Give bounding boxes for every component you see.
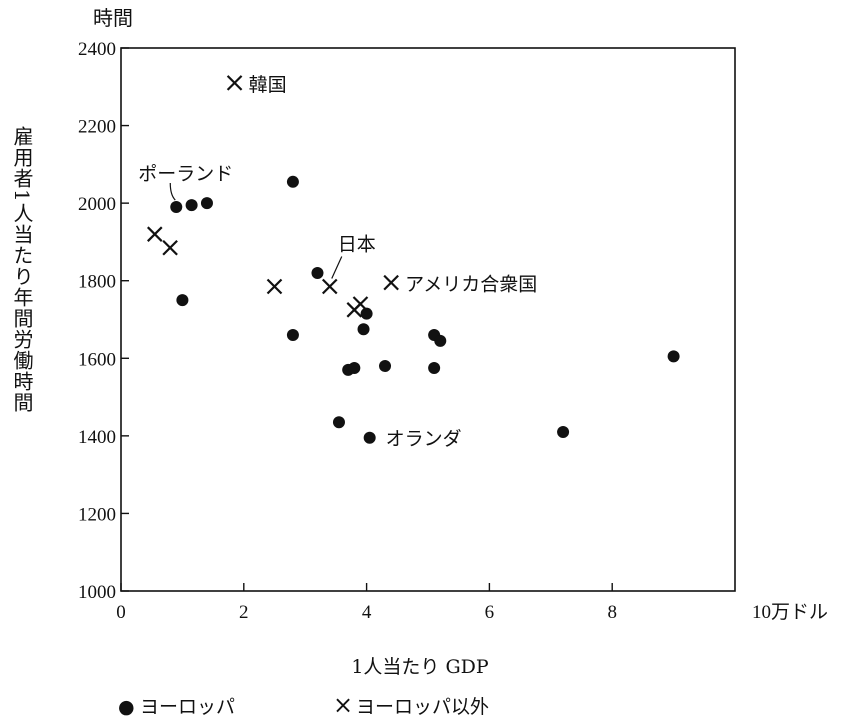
point-europe (434, 334, 447, 347)
point-europe (379, 360, 392, 373)
x-tick-label: 8 (607, 602, 617, 623)
point-europe (357, 323, 370, 336)
point-non-europe (321, 278, 338, 295)
point-europe (557, 425, 570, 438)
y-tick-label: 1600 (78, 349, 116, 370)
point-europe (348, 361, 361, 374)
x-unit-label: 10万ドル (752, 602, 828, 623)
annotation-leader (331, 256, 343, 279)
point-europe (170, 201, 183, 214)
data-points (146, 75, 680, 444)
y-unit-label: 時間 (93, 6, 133, 30)
x-tick-label: 0 (116, 602, 126, 623)
x-axis-ticks: 0 2 4 6 8 (116, 583, 617, 623)
point-europe (667, 350, 680, 363)
point-europe (286, 175, 299, 188)
y-tick-label: 1200 (78, 504, 116, 525)
point-europe (360, 307, 373, 320)
annotation-label: アメリカ合衆国 (405, 274, 537, 296)
annotation-label: 日本 (338, 234, 376, 256)
point-europe (185, 199, 198, 212)
x-tick-label: 4 (362, 602, 372, 623)
plot-frame (120, 47, 736, 592)
y-tick-label: 2200 (78, 117, 116, 138)
y-tick-label: 2400 (78, 39, 116, 60)
point-europe (286, 329, 299, 342)
point-non-europe (226, 75, 243, 91)
annotation-leader (169, 183, 176, 201)
legend-europe-symbol: ● (118, 696, 135, 718)
legend-europe-label: ヨーロッパ (140, 696, 235, 718)
x-tick-label: 6 (485, 602, 495, 623)
x-tick-label: 2 (239, 602, 249, 623)
y-tick-label: 1000 (78, 582, 116, 603)
legend-other-label: ヨーロッパ以外 (356, 696, 489, 718)
annotation-leaders (169, 183, 343, 279)
point-europe (332, 416, 345, 429)
legend-other-symbol: × (333, 691, 353, 719)
y-tick-label: 2000 (78, 194, 116, 215)
point-non-europe (146, 226, 163, 242)
annotation-label: オランダ (386, 428, 462, 450)
point-non-europe (383, 274, 399, 291)
y-axis-title: 雇用者1人当たり年間労働時間 (10, 126, 34, 413)
point-non-europe (266, 278, 283, 295)
point-europe (428, 361, 441, 374)
x-axis-title: 1人当たり GDP (351, 656, 489, 678)
point-europe (176, 294, 189, 307)
annotation-label: 韓国 (249, 74, 287, 96)
point-europe (200, 197, 213, 210)
y-tick-label: 1800 (78, 272, 116, 293)
point-non-europe (162, 239, 178, 256)
legend: ● ヨーロッパ × ヨーロッパ以外 (118, 691, 489, 719)
y-axis-ticks: 1000 1200 1400 1600 1800 2000 2200 2400 (78, 39, 129, 603)
point-europe (363, 431, 376, 444)
y-tick-label: 1400 (78, 427, 116, 448)
point-europe (311, 266, 324, 279)
point-non-europe (352, 296, 369, 312)
annotation-label: ポーランド (138, 163, 233, 185)
